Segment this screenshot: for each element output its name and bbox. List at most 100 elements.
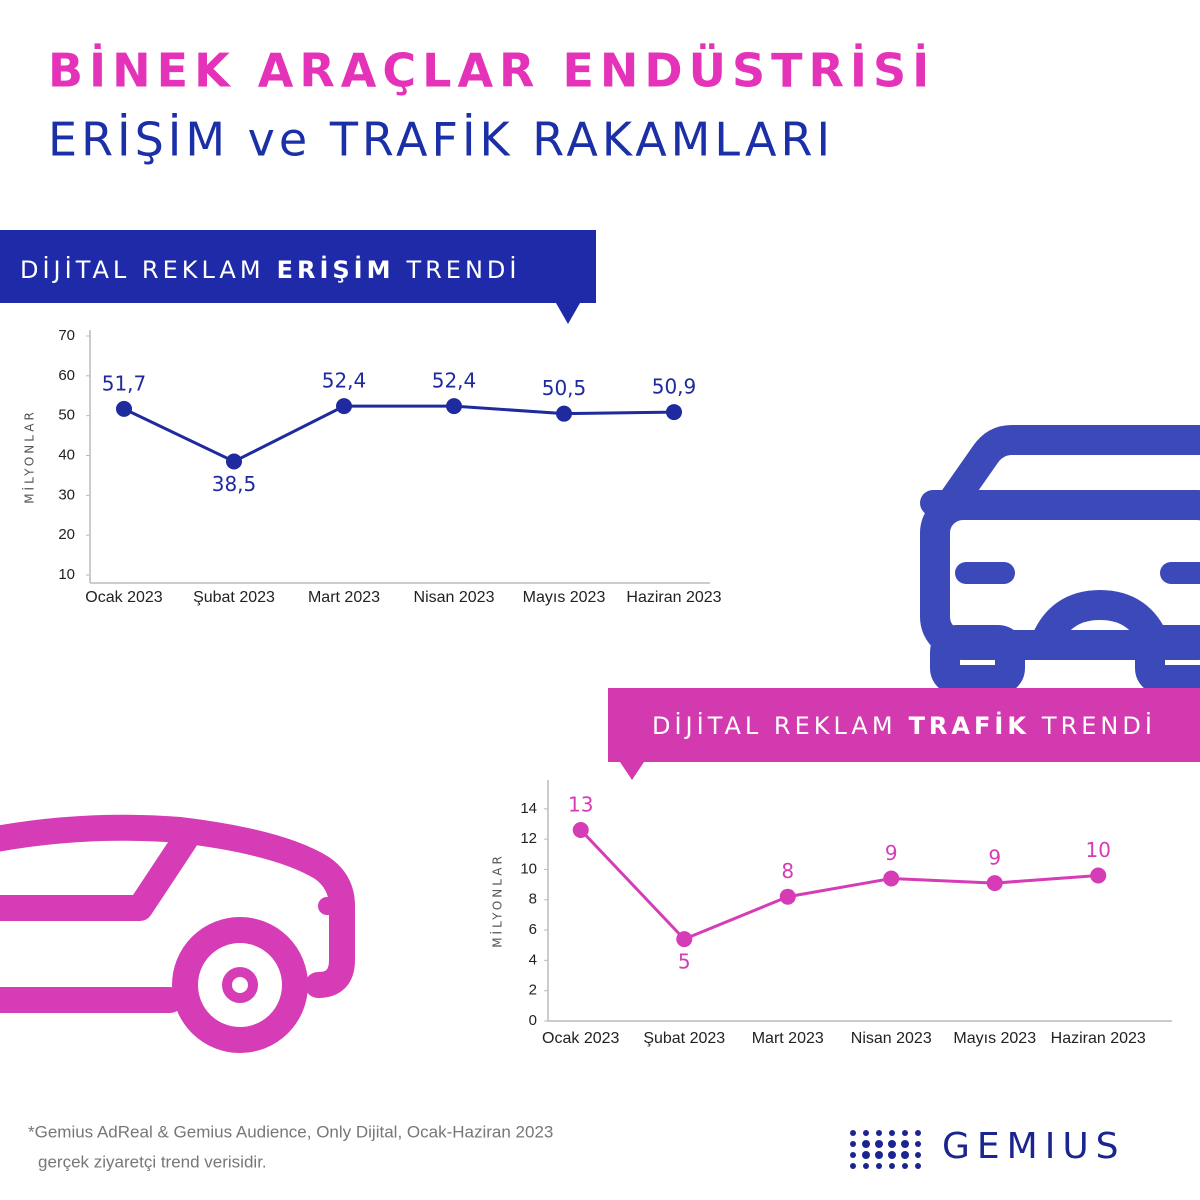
- x-tick-label: Şubat 2023: [193, 589, 275, 606]
- main-title: BİNEK ARAÇLAR ENDÜSTRİSİ: [48, 44, 935, 98]
- data-point: [572, 822, 589, 839]
- car-icon-pink: [0, 814, 355, 1053]
- car-handle: [95, 897, 127, 915]
- banner-part: DİJİTAL REKLAM: [652, 711, 897, 740]
- y-tick-label: 50: [58, 407, 75, 424]
- data-label: 9: [988, 846, 1001, 870]
- banner-part: TRAFİK: [909, 711, 1030, 740]
- x-tick-label: Haziran 2023: [626, 589, 721, 606]
- data-point: [226, 453, 242, 470]
- data-label: 13: [568, 793, 593, 817]
- banner-part: TRENDİ: [405, 255, 520, 284]
- data-point: [556, 405, 572, 422]
- car-window: [0, 827, 198, 921]
- car-outline: [0, 814, 355, 998]
- x-tick-label: Mayıs 2023: [523, 589, 606, 606]
- logo-text: GEMIUS: [942, 1126, 1126, 1167]
- main-subtitle: ERİŞİM ve TRAFİK RAKAMLARI: [48, 113, 834, 167]
- y-axis-label: MİLYONLAR: [22, 409, 37, 504]
- car-wheel: [930, 625, 1025, 695]
- banner-pointer: [556, 303, 580, 324]
- logo-dot: [875, 1151, 883, 1159]
- logo-dot: [863, 1163, 869, 1169]
- banner-bg: [0, 230, 596, 303]
- data-point: [1090, 867, 1107, 884]
- data-label: 52,4: [432, 369, 477, 393]
- data-label: 51,7: [102, 371, 147, 395]
- footnote: gerçek ziyaretçi trend verisidir.: [38, 1152, 267, 1171]
- data-label: 50,9: [652, 375, 697, 399]
- x-tick-label: Nisan 2023: [851, 1030, 932, 1047]
- logo-dot: [889, 1130, 895, 1136]
- logo-dot: [915, 1130, 921, 1136]
- logo-dot: [862, 1151, 870, 1159]
- data-label: 50,5: [542, 376, 587, 400]
- logo-dot: [876, 1130, 882, 1136]
- y-tick-label: 12: [520, 830, 537, 847]
- banner-part: TRENDİ: [1041, 711, 1156, 740]
- x-tick-label: Ocak 2023: [85, 589, 162, 606]
- y-tick-label: 30: [58, 486, 75, 503]
- logo-dot: [850, 1141, 856, 1147]
- x-tick-label: Mayıs 2023: [953, 1030, 1036, 1047]
- car-light: [955, 562, 1015, 584]
- x-tick-label: Nisan 2023: [414, 589, 495, 606]
- x-tick-label: Ocak 2023: [542, 1030, 619, 1047]
- banner-pointer: [620, 762, 644, 780]
- data-label: 8: [781, 859, 794, 883]
- y-tick-label: 6: [529, 921, 537, 938]
- y-tick-label: 10: [58, 566, 75, 583]
- logo-dot: [902, 1163, 908, 1169]
- car-light: [318, 897, 346, 915]
- y-tick-label: 14: [520, 800, 537, 817]
- logo-dot: [850, 1130, 856, 1136]
- y-tick-label: 2: [529, 982, 537, 999]
- car-wheel: [172, 917, 308, 1053]
- car-mirror: [920, 490, 975, 516]
- logo-dot: [901, 1151, 909, 1159]
- y-tick-label: 40: [58, 446, 75, 463]
- x-tick-label: Mart 2023: [308, 589, 380, 606]
- car-wheel: [1135, 625, 1200, 695]
- car-roof: [935, 425, 1200, 520]
- banner-title: DİJİTAL REKLAM TRAFİK TRENDİ: [652, 711, 1156, 740]
- logo-dot: [888, 1151, 896, 1159]
- y-axis-label: MİLYONLAR: [490, 853, 505, 948]
- data-point: [446, 398, 462, 415]
- logo-dot: [875, 1140, 883, 1148]
- data-label: 38,5: [212, 472, 257, 496]
- banner-bg: [608, 688, 1200, 762]
- logo-dot: [915, 1141, 921, 1147]
- data-point: [336, 398, 352, 415]
- logo-dot: [863, 1130, 869, 1136]
- logo-dot: [876, 1163, 882, 1169]
- y-tick-label: 20: [58, 526, 75, 543]
- logo-dot: [915, 1163, 921, 1169]
- y-tick-label: 0: [529, 1012, 537, 1029]
- logo-dot: [850, 1163, 856, 1169]
- logo-mark: [850, 1130, 921, 1169]
- logo-dot: [850, 1152, 856, 1158]
- data-label: 9: [885, 841, 898, 865]
- y-tick-label: 8: [529, 891, 537, 908]
- banner-part: ERİŞİM: [277, 255, 395, 284]
- data-point: [676, 931, 693, 948]
- data-point: [116, 400, 132, 417]
- y-tick-label: 60: [58, 367, 75, 384]
- banner-part: DİJİTAL REKLAM: [20, 255, 265, 284]
- logo-dot: [862, 1140, 870, 1148]
- data-point: [883, 870, 900, 887]
- data-point: [986, 875, 1003, 892]
- data-point: [779, 888, 796, 905]
- data-label: 10: [1086, 838, 1111, 862]
- data-line: [123, 404, 675, 464]
- x-tick-label: Mart 2023: [752, 1030, 824, 1047]
- y-tick-label: 4: [529, 951, 537, 968]
- logo-dot: [902, 1130, 908, 1136]
- x-tick-label: Haziran 2023: [1051, 1030, 1146, 1047]
- logo-dot: [889, 1163, 895, 1169]
- data-line: [579, 828, 1099, 941]
- logo-dot: [888, 1140, 896, 1148]
